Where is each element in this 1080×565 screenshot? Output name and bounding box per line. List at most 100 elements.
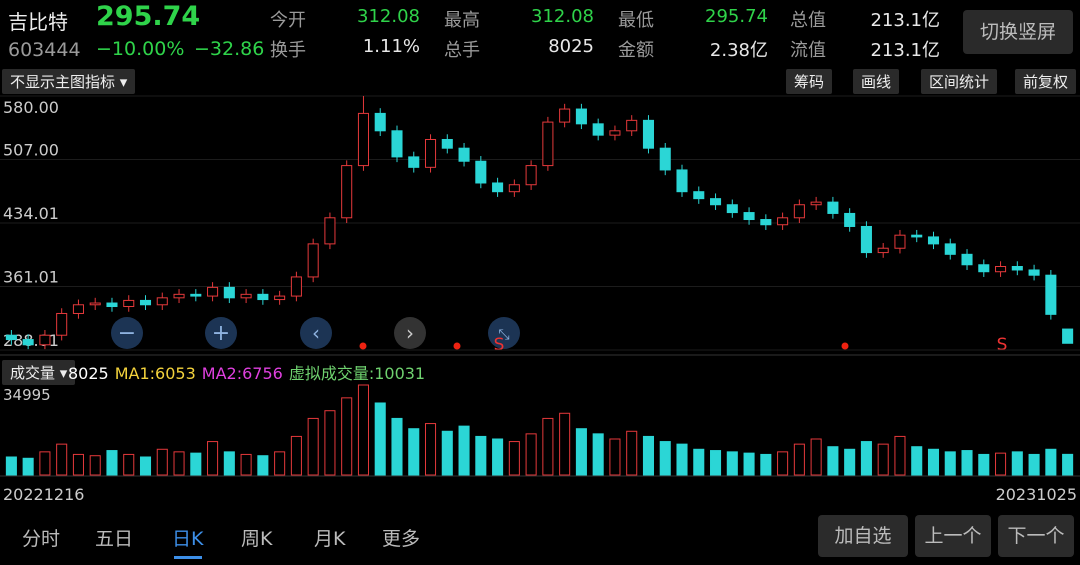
indicator-label: 不显示主图指标 — [10, 73, 116, 91]
stat-value: 213.1亿 — [870, 10, 940, 31]
volume-bar — [961, 450, 973, 476]
next[interactable] — [394, 317, 426, 349]
zoom-in[interactable] — [205, 317, 237, 349]
candle-body — [441, 138, 453, 149]
signal: S — [997, 335, 1008, 355]
volume-bar — [240, 453, 252, 476]
candle-body — [1045, 274, 1057, 315]
tab[interactable]: 周K — [241, 528, 273, 550]
volume-bar — [5, 456, 17, 476]
tab[interactable]: 更多 — [382, 528, 421, 550]
candle-body — [156, 297, 168, 306]
volume-bar — [139, 456, 152, 476]
candle-body — [542, 121, 554, 167]
candle-body — [408, 156, 420, 168]
action-button[interactable]: 下一个 — [998, 515, 1074, 557]
candle-body — [827, 201, 839, 214]
volume-bar — [89, 455, 101, 476]
candle-body — [659, 147, 671, 171]
candle-body — [240, 293, 252, 299]
candle-body — [944, 243, 956, 255]
volume-bar — [207, 441, 219, 476]
volume-bar — [626, 430, 638, 476]
tab[interactable]: 五日 — [95, 528, 134, 550]
candle-body — [810, 201, 822, 206]
icon: ⤡ — [498, 327, 509, 343]
volume-bar — [559, 412, 571, 476]
volume-bar — [592, 433, 604, 476]
volume-bar — [374, 402, 386, 476]
candle-body — [844, 212, 856, 227]
volume-bar — [676, 443, 688, 476]
tool-button[interactable]: 筹码 — [786, 69, 833, 94]
candle-body — [995, 265, 1007, 273]
candle-body — [760, 219, 772, 226]
candle-body — [475, 160, 487, 184]
orientation-button[interactable]: 切换竖屏 — [963, 10, 1073, 54]
candle-body — [575, 108, 587, 125]
volume-bar — [827, 446, 839, 476]
volume-bar — [542, 417, 554, 476]
volume-bar — [72, 453, 84, 476]
candle-body — [1011, 265, 1023, 271]
action-button[interactable]: 上一个 — [915, 515, 991, 557]
volume-bar — [39, 451, 51, 476]
stat-value: 312.08 — [531, 6, 594, 27]
volume-tick-label: 34995 — [3, 386, 51, 404]
candle-body — [357, 112, 369, 167]
stat-value: 295.74 — [705, 6, 768, 27]
indicator-select[interactable]: 不显示主图指标 ▾ — [2, 69, 136, 94]
volume-bar — [508, 441, 520, 476]
stock-name: 吉比特 — [8, 10, 68, 34]
volume-bar — [810, 438, 822, 476]
tool-button[interactable]: 画线 — [853, 69, 900, 94]
volume-title: 成交量 — [10, 364, 56, 382]
candle-body — [693, 191, 705, 200]
tab[interactable]: 月K — [314, 528, 346, 550]
stat-label: 今开 — [270, 10, 306, 31]
volume-bar — [324, 410, 336, 476]
volume-bar — [1062, 453, 1074, 476]
y-tick-label: 507.00 — [3, 141, 59, 160]
candle-body — [207, 286, 219, 297]
candle-body — [911, 234, 923, 238]
tool-button[interactable]: 前复权 — [1015, 69, 1077, 94]
volume-bar — [190, 452, 202, 476]
icon: − — [118, 321, 136, 346]
nav-buttons: − + ‹ › ⤡ — [111, 317, 520, 349]
candle-body — [89, 302, 101, 306]
candle-body — [894, 234, 906, 249]
tab[interactable]: 分时 — [22, 528, 61, 550]
candle-body — [139, 299, 152, 306]
candle-body — [190, 293, 202, 297]
prev[interactable] — [300, 317, 332, 349]
volume-select[interactable]: 成交量 ▾ — [2, 360, 76, 385]
volume-bar — [743, 452, 755, 476]
stat-value: 312.08 — [357, 6, 420, 27]
candle-body — [341, 165, 353, 219]
action-button[interactable]: 加自选 — [818, 515, 908, 557]
volume-bar — [123, 453, 135, 476]
y-tick-label: 580.00 — [3, 98, 59, 117]
candle-body — [391, 130, 403, 158]
volume-bar — [408, 428, 420, 476]
volume-bar — [877, 443, 889, 476]
volume-bar — [475, 435, 487, 476]
tool-button[interactable]: 区间统计 — [921, 69, 998, 94]
icon: + — [212, 321, 230, 346]
tab[interactable]: 日K — [172, 528, 204, 550]
volume-bar — [927, 448, 940, 476]
signal: S — [494, 335, 505, 355]
candle-body — [307, 243, 319, 278]
volume-bar — [458, 425, 470, 476]
candle-body — [676, 169, 688, 193]
stat-label: 总值 — [790, 10, 826, 31]
candle-body — [123, 299, 135, 308]
tab-indicator — [174, 556, 202, 559]
candle-body — [592, 123, 604, 136]
stock-code: 603444 — [8, 39, 81, 61]
shrink[interactable] — [488, 317, 520, 349]
zoom-out[interactable] — [111, 317, 143, 349]
volume-bar — [290, 435, 302, 476]
